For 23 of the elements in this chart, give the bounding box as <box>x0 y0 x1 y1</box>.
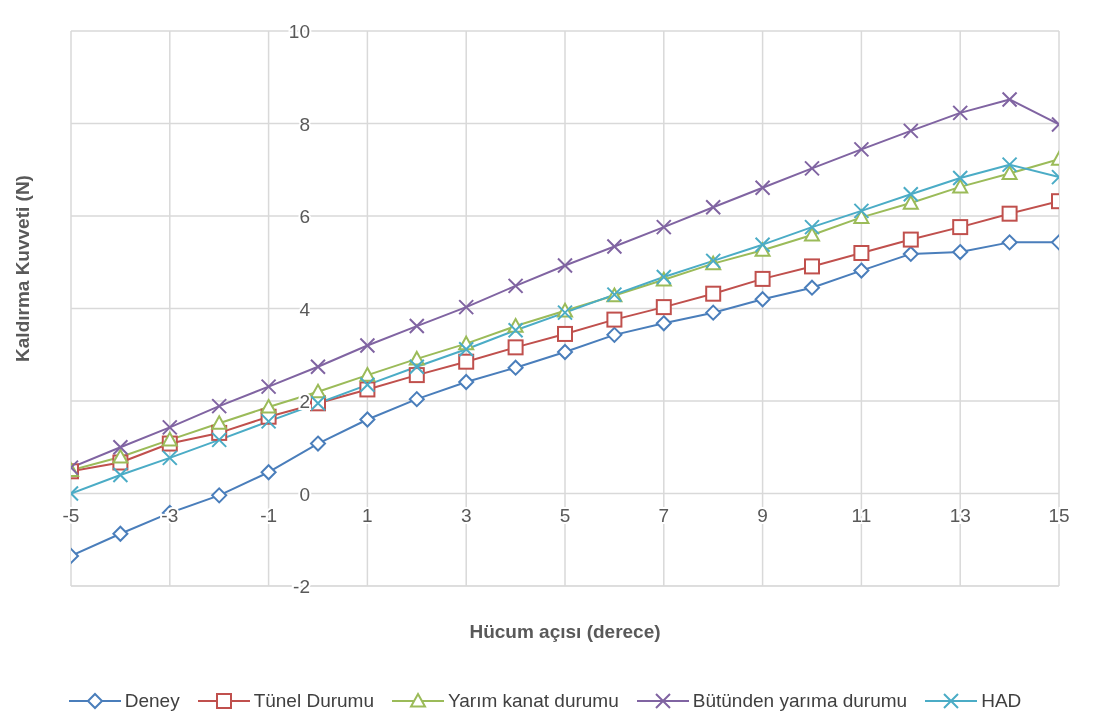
y-tick-label: 6 <box>299 206 310 227</box>
x-tick-label: 13 <box>949 504 971 526</box>
x-axis-title: Hücum açısı (derece) <box>469 621 661 642</box>
x-tick-label: 15 <box>1048 504 1070 526</box>
y-tick-label: 4 <box>299 298 311 320</box>
y-axis-title: Kaldırma Kuvveti (N) <box>11 175 33 362</box>
x-tick-label: 3 <box>460 504 472 526</box>
x-tick-label: 5 <box>559 504 571 526</box>
legend-label: Bütünden yarıma durumu <box>692 690 908 712</box>
legend-label: Tünel Durumu <box>253 690 375 712</box>
y-tick-label: 0 <box>299 483 310 505</box>
x-tick-label: 1 <box>362 504 373 526</box>
x-tick-label: 9 <box>757 504 768 526</box>
x-tick-label: -1 <box>260 504 278 526</box>
x-tick-label: 11 <box>851 504 872 526</box>
legend-label: HAD <box>981 690 1022 712</box>
y-tick-label: -2 <box>293 576 310 597</box>
legend-label: Yarım kanat durumu <box>448 690 619 712</box>
legend-label: Deney <box>124 690 180 712</box>
y-tick-label: 8 <box>299 113 310 135</box>
x-tick-label: 7 <box>658 504 670 526</box>
x-tick-label: -5 <box>62 504 80 526</box>
y-tick-label: 10 <box>288 21 310 42</box>
